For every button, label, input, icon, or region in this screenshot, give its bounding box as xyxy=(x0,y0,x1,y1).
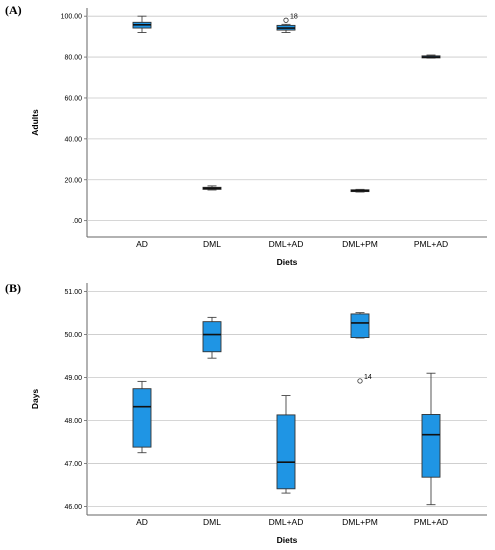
box-ad xyxy=(132,380,152,454)
box-dml-plus-pm xyxy=(350,188,370,193)
y-tick-label: .00 xyxy=(72,218,82,225)
box-dml-plus-pm: 14 xyxy=(350,312,372,384)
y-tick-label: 51.00 xyxy=(64,289,82,296)
box-dml xyxy=(202,185,222,191)
outlier-point xyxy=(283,17,289,23)
box-iqr xyxy=(350,313,370,339)
y-tick-label: 20.00 xyxy=(64,177,82,184)
y-tick-label: 47.00 xyxy=(64,461,82,468)
x-tick-label: AD xyxy=(136,517,148,527)
x-tick-label: DML xyxy=(203,239,221,249)
x-axis-title: Diets xyxy=(277,257,298,267)
box-dml-plus-ad: 18 xyxy=(276,13,298,33)
box-pml-plus-ad xyxy=(421,372,441,506)
x-tick-label: DML+AD xyxy=(269,239,304,249)
x-tick-label: DML+PM xyxy=(342,517,378,527)
y-tick-label: 100.00 xyxy=(61,14,83,21)
box-iqr xyxy=(276,414,296,490)
outlier-point xyxy=(357,378,363,384)
box-iqr xyxy=(202,321,222,353)
x-tick-label: PML+AD xyxy=(414,239,448,249)
x-tick-label: PML+AD xyxy=(414,517,448,527)
x-axis-title: Diets xyxy=(277,535,298,545)
x-tick-label: DML xyxy=(203,517,221,527)
panel-label: (B) xyxy=(5,281,21,295)
panel-a: (A) .00 20.00 40.00 60.00 80.00 100.00 Adults Di… xyxy=(5,3,487,267)
box-ad xyxy=(132,15,152,33)
box-dml xyxy=(202,316,222,359)
box-iqr xyxy=(421,414,441,478)
x-tick-label: AD xyxy=(136,239,148,249)
y-axis-title: Days xyxy=(30,389,40,410)
y-tick-label: 80.00 xyxy=(64,55,82,62)
y-axis-title: Adults xyxy=(30,109,40,136)
outlier-label: 18 xyxy=(290,13,298,20)
x-tick-label: DML+AD xyxy=(269,517,304,527)
box-pml-plus-ad xyxy=(421,54,441,59)
panel-b: (B) 46.00 47.00 48.00 49.00 50.00 51.00 Days Die… xyxy=(5,281,487,545)
y-tick-label: 40.00 xyxy=(64,136,82,143)
y-tick-label: 50.00 xyxy=(64,332,82,339)
y-tick-label: 46.00 xyxy=(64,504,82,511)
box-iqr xyxy=(132,388,152,448)
y-tick-label: 48.00 xyxy=(64,418,82,425)
y-tick-label: 60.00 xyxy=(64,95,82,102)
y-tick-label: 49.00 xyxy=(64,375,82,382)
outlier-label: 14 xyxy=(364,374,372,381)
panel-label: (A) xyxy=(5,3,22,17)
x-tick-label: DML+PM xyxy=(342,239,378,249)
box-dml-plus-ad xyxy=(276,395,296,494)
